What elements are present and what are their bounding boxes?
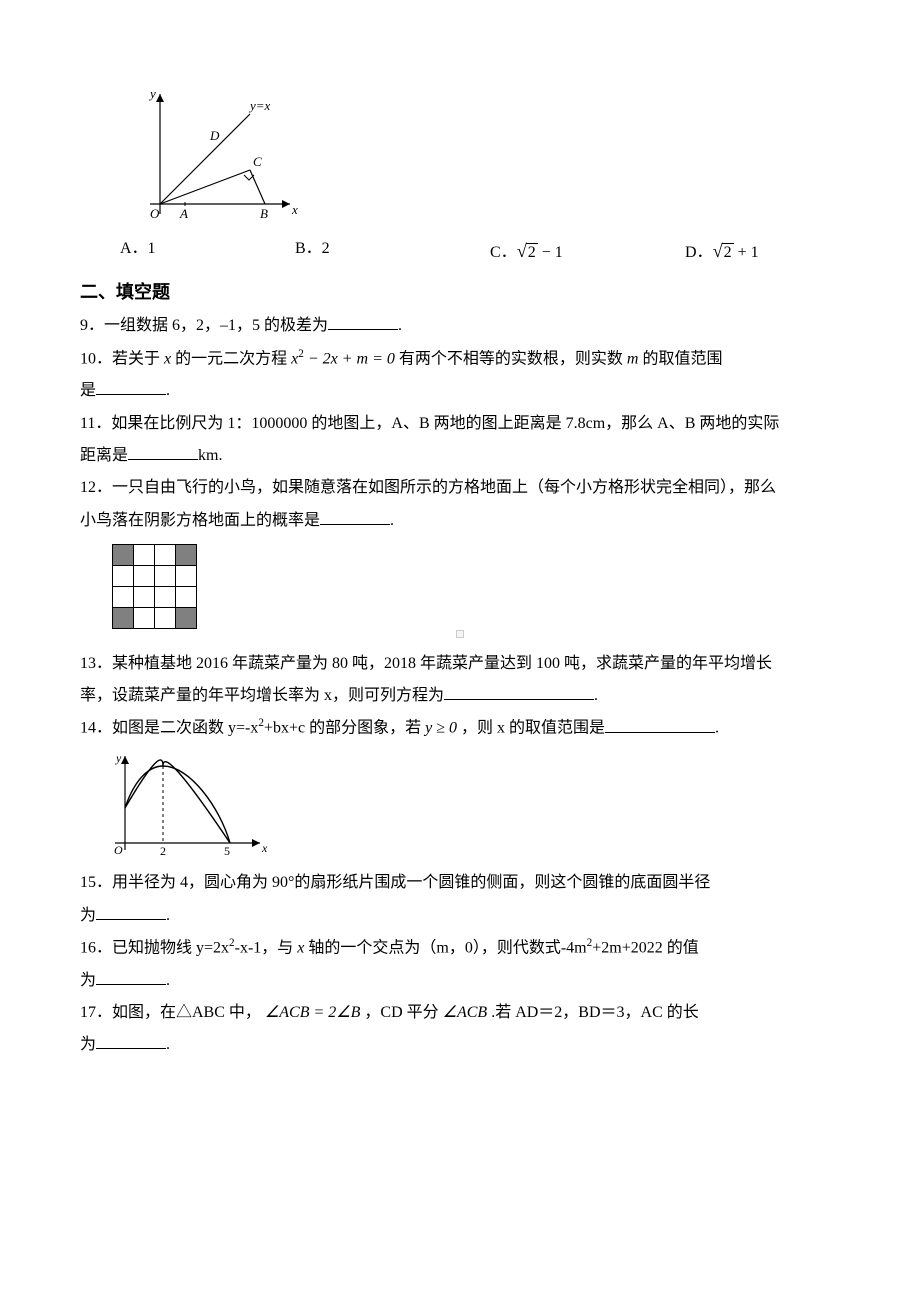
choice-D-sqrt: √2 [713,234,734,269]
label-B: B [260,206,268,221]
q9: 9．一组数据 6，2，–1，5 的极差为. [80,311,840,341]
q10-eq-rest: − 2x + m = 0 [304,350,395,367]
choice-D-prefix: D． [685,244,713,261]
q12-line2-lead: 小鸟落在阴影方格地面上的概率是 [80,512,320,529]
q12-blank [320,509,390,525]
q14: 14．如图是二次函数 y=-x2+bx+c 的部分图象，若 y ≥ 0 ，则 x… [80,713,840,744]
f14-y: y [115,751,122,765]
page-center-mark [456,630,464,638]
label-O: O [150,206,160,221]
q13-line2-lead: 率，设蔬菜产量的年平均增长率为 x，则可列方程为 [80,687,444,704]
q16-mid3: +2m+2022 的值 [592,939,699,956]
f14-2: 2 [160,844,166,858]
choice-C-suffix: − 1 [538,244,563,261]
q10-tail: 的取值范围 [638,350,722,367]
choice-C-radicand: 2 [526,243,538,261]
q16-blank [96,969,166,985]
q13-line2: 率，设蔬菜产量的年平均增长率为 x，则可列方程为. [80,681,840,711]
q17-line2: 为. [80,1030,840,1060]
q9-blank [328,314,398,330]
q15-blank [96,904,166,920]
q12-line1: 12．一只自由飞行的小鸟，如果随意落在如图所示的方格地面上（每个小方格形状完全相… [80,473,840,503]
q12-period: . [390,512,394,529]
f14-x: x [261,841,268,855]
q10-line2: 是. [80,376,840,406]
choice-D-suffix: + 1 [734,244,759,261]
q15-line2-lead: 为 [80,907,96,924]
section-2-title: 二、填空题 [80,275,840,309]
q10-mid2: 有两个不相等的实数根，则实数 [395,350,627,367]
label-yx: y=x [248,98,271,113]
q9-text: 9．一组数据 6，2，–1，5 的极差为 [80,317,328,334]
q11-line2-tail: km. [198,447,222,464]
q14-blank [605,717,715,733]
choice-C-sqrt: √2 [517,234,538,269]
q16-period: . [166,972,170,989]
q17-line2-lead: 为 [80,1036,96,1053]
q11-line2: 距离是 km. [80,441,840,471]
label-A: A [179,206,188,221]
q16: 16．已知抛物线 y=2x2-x-1，与 x 轴的一个交点为（m，0），则代数式… [80,933,840,964]
q16-mid1: -x-1，与 [235,939,298,956]
q14-mid2: ，则 x 的取值范围是 [457,720,605,737]
label-D: D [209,128,220,143]
label-y: y [148,86,156,101]
choice-D-radicand: 2 [722,243,734,261]
q17-period: . [166,1036,170,1053]
q13-blank [444,684,594,700]
figure-q8: y y=x D C O A B x [120,84,840,224]
q10-lead: 10．若关于 [80,350,164,367]
choice-B: B．2 [295,234,490,269]
q15-period: . [166,907,170,924]
q14-cond: y ≥ 0 [425,720,457,737]
q16-line2-lead: 为 [80,972,96,989]
q10-m: m [627,350,639,367]
q10-blank [96,379,166,395]
q14-period: . [715,720,719,737]
choice-C: C．√2 − 1 [490,234,685,269]
q12-grid [112,544,197,629]
q9-period: . [398,317,402,334]
choice-A: A．1 [120,234,295,269]
q16-lead: 16．已知抛物线 y=2x [80,939,229,956]
figure-q14-svg: O 2 5 x y [100,748,270,858]
q17: 17．如图，在△ABC 中， ∠ACB = 2∠B ，CD 平分 ∠ACB .若… [80,998,840,1028]
label-x: x [291,202,298,217]
q13-period: . [594,687,598,704]
q14-lead: 14．如图是二次函数 y=-x [80,720,258,737]
q10-mid: 的一元二次方程 [171,350,291,367]
f14-O: O [114,843,123,857]
choice-C-prefix: C． [490,244,517,261]
q17-tail: .若 AD＝2，BD＝3，AC 的长 [487,1004,699,1021]
q17-ang2: ∠ACB [443,1004,488,1021]
q17-blank [96,1033,166,1049]
q10: 10．若关于 x 的一元二次方程 x2 − 2x + m = 0 有两个不相等的… [80,344,840,375]
label-C: C [253,154,262,169]
q15-line1: 15．用半径为 4，圆心角为 90°的扇形纸片围成一个圆锥的侧面，则这个圆锥的底… [80,868,840,898]
q17-mid: ，CD 平分 [360,1004,442,1021]
choice-D: D．√2 + 1 [685,234,759,269]
q16-line2: 为. [80,966,840,996]
q11-line1: 11．如果在比例尺为 1：1000000 的地图上，A、B 两地的图上距离是 7… [80,409,840,439]
q10-period: . [166,382,170,399]
q10-line2-lead: 是 [80,382,96,399]
q13-line1: 13．某种植基地 2016 年蔬菜产量为 80 吨，2018 年蔬菜产量达到 1… [80,649,840,679]
q17-lead: 17．如图，在△ABC 中， [80,1004,265,1021]
figure-q14: O 2 5 x y [100,748,840,858]
q15-line2: 为. [80,901,840,931]
q17-ang1: ∠ACB = 2∠B [265,1004,360,1021]
q14-mid: +bx+c 的部分图象，若 [264,720,425,737]
q16-mid2: 轴的一个交点为（m，0），则代数式-4m [304,939,586,956]
q11-blank [128,444,198,460]
q8-choices: A．1 B．2 C．√2 − 1 D．√2 + 1 [120,234,840,269]
f14-5: 5 [224,844,230,858]
q12-line2: 小鸟落在阴影方格地面上的概率是. [80,506,840,536]
figure-q8-svg: y y=x D C O A B x [120,84,300,224]
q11-line2-lead: 距离是 [80,447,128,464]
